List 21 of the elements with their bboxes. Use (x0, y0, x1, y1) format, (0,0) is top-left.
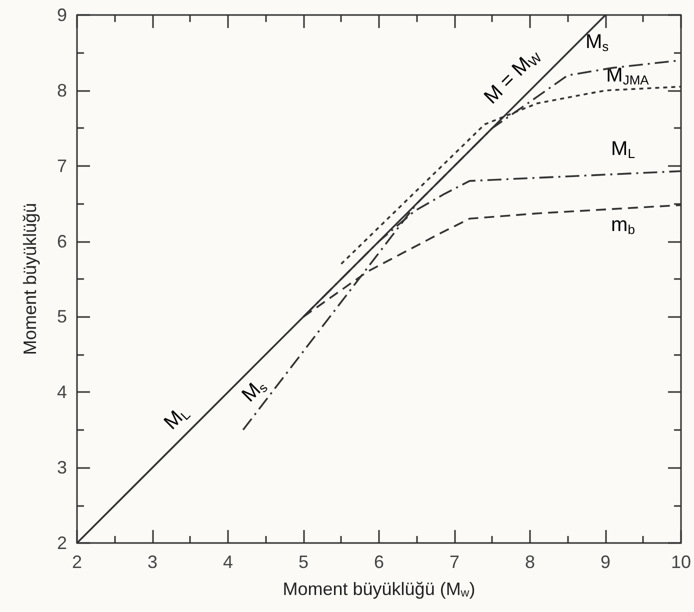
annotation: M = MW (480, 50, 546, 108)
x-tick-label: 2 (72, 552, 82, 572)
y-tick-label: 5 (56, 306, 67, 327)
y-tick-label: 4 (56, 382, 67, 402)
y-tick-label: 6 (56, 231, 67, 252)
annotation: Ms (238, 379, 271, 406)
x-tick-label: 4 (222, 552, 234, 572)
y-tick-label: 8 (56, 80, 67, 100)
x-tick-label: 3 (147, 552, 158, 572)
y-axis-title: Moment büyüklüğü (20, 202, 40, 356)
x-tick-label: 9 (600, 552, 610, 572)
x-tick-label: 5 (298, 552, 309, 572)
y-tick-label: 2 (56, 533, 67, 553)
x-tick-label: 10 (670, 552, 692, 572)
y-tick-label: 7 (56, 156, 67, 176)
y-tick-label: 3 (56, 458, 67, 478)
x-tick-label: 8 (524, 552, 535, 572)
y-tick-label: 9 (56, 5, 67, 25)
annotation: ML (160, 406, 194, 434)
x-tick-label: 6 (374, 552, 384, 572)
x-tick-label: 7 (449, 552, 460, 572)
